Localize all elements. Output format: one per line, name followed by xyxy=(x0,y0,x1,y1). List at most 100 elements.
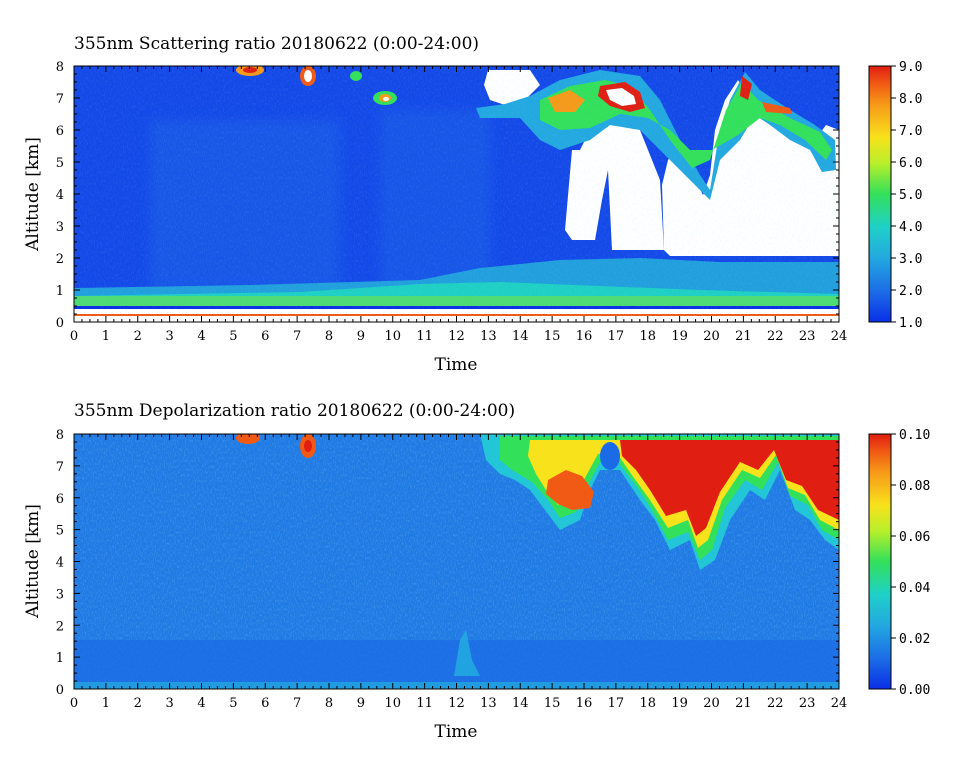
x-tick-label: 17 xyxy=(608,696,625,711)
y-tick-label: 0 xyxy=(56,683,64,698)
y-tick-label: 4 xyxy=(56,556,64,571)
x-tick-label: 21 xyxy=(735,329,752,344)
colorbar-tick-label: 5.0 xyxy=(899,188,922,203)
x-tick-label: 12 xyxy=(448,696,465,711)
y-tick-label: 5 xyxy=(56,156,64,171)
x-tick-label: 3 xyxy=(165,329,173,344)
colorbar-tick-label: 0.08 xyxy=(899,479,930,494)
x-tick-label: 11 xyxy=(416,329,433,344)
y-tick-label: 6 xyxy=(56,492,64,507)
x-tick-label: 23 xyxy=(799,696,816,711)
scattering-ratio-panel: 355nm Scattering ratio 20180622 (0:00-24… xyxy=(23,34,922,375)
x-axis-label: Time xyxy=(435,722,478,742)
x-tick-label: 2 xyxy=(134,329,142,344)
x-tick-label: 14 xyxy=(512,696,529,711)
x-tick-label: 1 xyxy=(102,329,110,344)
y-tick-label: 7 xyxy=(56,92,64,107)
x-tick-label: 0 xyxy=(70,329,78,344)
y-tick-label: 2 xyxy=(56,619,64,634)
colorbar xyxy=(868,433,892,690)
y-tick-label: 8 xyxy=(56,60,64,75)
colorbar-tick-label: 8.0 xyxy=(899,92,922,107)
x-tick-label: 12 xyxy=(448,329,465,344)
depolarization-ratio-heatmap xyxy=(74,434,839,689)
x-tick-label: 22 xyxy=(767,696,784,711)
x-tick-label: 16 xyxy=(576,329,593,344)
y-axis-ticks: 0 1 2 3 4 5 6 7 8 xyxy=(56,60,839,331)
x-tick-label: 22 xyxy=(767,329,784,344)
x-tick-label: 16 xyxy=(576,696,593,711)
scattering-ratio-heatmap xyxy=(74,66,839,322)
x-tick-label: 19 xyxy=(671,329,688,344)
y-tick-label: 3 xyxy=(56,220,64,235)
x-axis-label: Time xyxy=(435,355,478,375)
x-tick-label: 11 xyxy=(416,696,433,711)
x-tick-label: 8 xyxy=(325,329,333,344)
y-tick-label: 7 xyxy=(56,460,64,475)
x-axis-ticks: 0 1 2 3 4 5 6 7 8 9 10 11 12 13 14 15 16 17 18 19 20 21 22 23 24 xyxy=(70,434,847,711)
y-tick-label: 1 xyxy=(56,651,64,666)
x-tick-label: 17 xyxy=(608,329,625,344)
x-tick-label: 13 xyxy=(480,329,497,344)
colorbar-tick-label: 1.0 xyxy=(899,316,922,331)
x-tick-label: 6 xyxy=(261,696,269,711)
colorbar xyxy=(868,65,892,323)
x-tick-label: 5 xyxy=(229,329,237,344)
y-tick-label: 6 xyxy=(56,124,64,139)
x-tick-label: 20 xyxy=(703,696,720,711)
y-tick-label: 3 xyxy=(56,587,64,602)
scattering-ratio-title: 355nm Scattering ratio 20180622 (0:00-24… xyxy=(74,34,479,54)
x-tick-label: 24 xyxy=(831,329,848,344)
x-tick-label: 1 xyxy=(102,696,110,711)
colorbar-tick-label: 3.0 xyxy=(899,252,922,267)
x-tick-label: 23 xyxy=(799,329,816,344)
y-tick-label: 5 xyxy=(56,524,64,539)
y-axis-label: Altitude [km] xyxy=(23,504,43,619)
colorbar-tick-label: 7.0 xyxy=(899,124,922,139)
colorbar-tick-label: 0.10 xyxy=(899,428,930,443)
x-tick-label: 13 xyxy=(480,696,497,711)
x-tick-label: 19 xyxy=(671,696,688,711)
y-axis-label: Altitude [km] xyxy=(23,137,43,252)
x-tick-label: 2 xyxy=(134,696,142,711)
x-tick-label: 7 xyxy=(293,696,301,711)
y-tick-label: 4 xyxy=(56,188,64,203)
x-tick-label: 4 xyxy=(197,329,205,344)
cloud-features xyxy=(236,434,839,570)
x-tick-label: 8 xyxy=(325,696,333,711)
y-tick-label: 8 xyxy=(56,428,64,443)
x-tick-label: 6 xyxy=(261,329,269,344)
colorbar-tick-label: 2.0 xyxy=(899,284,922,299)
x-axis-ticks: 0 1 2 3 4 5 6 7 8 9 10 11 12 13 14 15 16 17 18 19 20 21 22 23 24 xyxy=(70,66,847,344)
cloud-contour xyxy=(620,440,839,536)
x-tick-label: 7 xyxy=(293,329,301,344)
colorbar-tick-label: 9.0 xyxy=(899,60,922,75)
colorbar-ticks: 0.00 0.02 0.04 0.06 0.08 0.10 xyxy=(891,428,930,698)
x-tick-label: 21 xyxy=(735,696,752,711)
x-tick-label: 15 xyxy=(544,696,561,711)
x-tick-label: 24 xyxy=(831,696,848,711)
colorbar-ticks: 1.0 2.0 3.0 4.0 5.0 6.0 7.0 8.0 9.0 xyxy=(891,60,922,331)
colorbar-tick-label: 0.04 xyxy=(899,581,930,596)
colorbar-tick-label: 0.06 xyxy=(899,530,930,545)
x-tick-label: 3 xyxy=(165,696,173,711)
y-tick-label: 0 xyxy=(56,316,64,331)
y-axis-ticks: 0 1 2 3 4 5 6 7 8 xyxy=(56,428,839,698)
x-tick-label: 10 xyxy=(384,329,401,344)
cloud-contour xyxy=(546,470,594,510)
x-tick-label: 15 xyxy=(544,329,561,344)
colorbar-tick-label: 0.02 xyxy=(899,632,930,647)
depolarization-ratio-panel: 355nm Depolarization ratio 20180622 (0:0… xyxy=(23,401,930,742)
x-tick-label: 18 xyxy=(639,696,656,711)
colorbar-tick-label: 0.00 xyxy=(899,683,930,698)
y-tick-label: 2 xyxy=(56,252,64,267)
colorbar-tick-label: 6.0 xyxy=(899,156,922,171)
colorbar-tick-label: 4.0 xyxy=(899,220,922,235)
x-tick-label: 14 xyxy=(512,329,529,344)
aerosol-plume xyxy=(454,630,480,676)
x-tick-label: 9 xyxy=(357,696,365,711)
noise-texture xyxy=(74,66,839,322)
y-tick-label: 1 xyxy=(56,284,64,299)
x-tick-label: 4 xyxy=(197,696,205,711)
